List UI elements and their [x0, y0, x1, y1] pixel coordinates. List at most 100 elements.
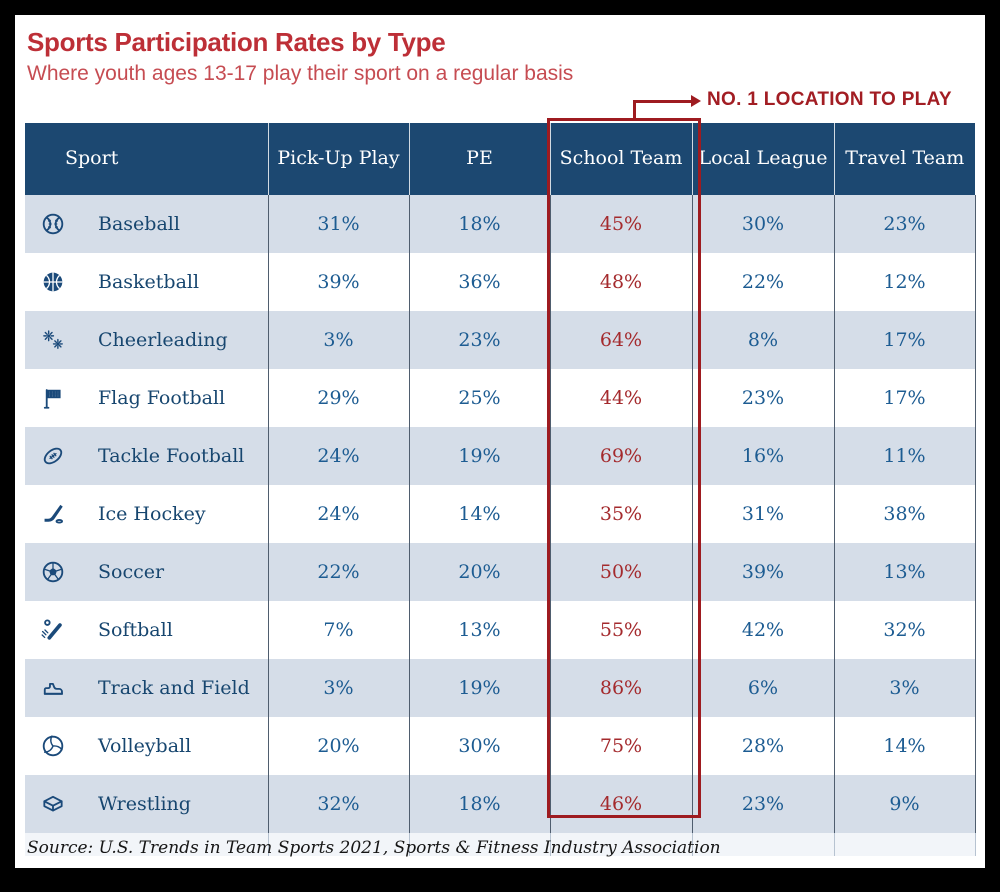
- value-cell: 13%: [833, 543, 976, 601]
- value-cell: 35%: [549, 485, 692, 543]
- value-cell: 32%: [267, 775, 409, 833]
- value-cell: 3%: [267, 659, 409, 717]
- column-header-pickup-play: Pick-Up Play: [267, 123, 409, 195]
- table-row: Softball 7% 13% 55% 42% 32%: [25, 601, 976, 659]
- hockey-stick-icon: [40, 501, 70, 527]
- table-row: Cheerleading 3% 23% 64% 8% 17%: [25, 311, 976, 369]
- value-cell: 8%: [691, 311, 834, 369]
- sport-cell: Track and Field: [25, 659, 268, 717]
- participation-table: NO. 1 LOCATION TO PLAY Sport Pick-Up Pla…: [25, 89, 976, 856]
- sport-name: Soccer: [98, 561, 165, 583]
- value-cell: 23%: [691, 775, 834, 833]
- sport-name: Flag Football: [98, 387, 226, 409]
- value-cell: 31%: [267, 195, 409, 253]
- infographic-card: Sports Participation Rates by Type Where…: [15, 15, 985, 868]
- value-cell: 31%: [691, 485, 834, 543]
- basketball-icon: [40, 269, 70, 295]
- softball-bat-icon: [40, 617, 70, 643]
- sport-name: Volleyball: [98, 735, 192, 757]
- sport-cell: Soccer: [25, 543, 268, 601]
- value-cell: 13%: [408, 601, 550, 659]
- value-cell: 46%: [549, 775, 692, 833]
- source-note: Source: U.S. Trends in Team Sports 2021,…: [27, 838, 721, 858]
- value-cell: 6%: [691, 659, 834, 717]
- value-cell: 19%: [408, 659, 550, 717]
- column-header-local-league: Local League: [691, 123, 834, 195]
- value-cell: 39%: [267, 253, 409, 311]
- column-header-sport: Sport: [25, 123, 268, 195]
- sport-cell: Volleyball: [25, 717, 268, 775]
- value-cell: 19%: [408, 427, 550, 485]
- value-cell: 17%: [833, 369, 976, 427]
- sport-cell: Wrestling: [25, 775, 268, 833]
- value-cell: 9%: [833, 775, 976, 833]
- page-subtitle: Where youth ages 13-17 play their sport …: [27, 62, 574, 85]
- sport-name: Basketball: [98, 271, 200, 293]
- value-cell: 42%: [691, 601, 834, 659]
- flag-icon: [40, 385, 70, 411]
- value-cell: 14%: [408, 485, 550, 543]
- track-shoe-icon: [40, 675, 70, 701]
- value-cell: 20%: [408, 543, 550, 601]
- value-cell: 64%: [549, 311, 692, 369]
- sport-name: Ice Hockey: [98, 503, 206, 525]
- value-cell: 14%: [833, 717, 976, 775]
- page-title: Sports Participation Rates by Type: [27, 27, 446, 57]
- value-cell: 18%: [408, 195, 550, 253]
- value-cell: 25%: [408, 369, 550, 427]
- value-cell: 86%: [549, 659, 692, 717]
- callout-connector-line: [633, 100, 694, 121]
- soccer-ball-icon: [40, 559, 70, 585]
- sport-cell: Basketball: [25, 253, 268, 311]
- value-cell: 12%: [833, 253, 976, 311]
- value-cell: 24%: [267, 427, 409, 485]
- volleyball-icon: [40, 733, 70, 759]
- callout-label: NO. 1 LOCATION TO PLAY: [707, 89, 952, 110]
- column-header-school-team: School Team: [549, 123, 692, 195]
- value-cell: 23%: [833, 195, 976, 253]
- sport-cell: Cheerleading: [25, 311, 268, 369]
- sport-cell: Flag Football: [25, 369, 268, 427]
- value-cell: 75%: [549, 717, 692, 775]
- sport-name: Baseball: [98, 213, 180, 235]
- table-row: Flag Football 29% 25% 44% 23% 17%: [25, 369, 976, 427]
- value-cell: 48%: [549, 253, 692, 311]
- value-cell: 18%: [408, 775, 550, 833]
- value-cell: 20%: [267, 717, 409, 775]
- value-cell: 30%: [408, 717, 550, 775]
- value-cell: 28%: [691, 717, 834, 775]
- value-cell: 23%: [408, 311, 550, 369]
- sport-name: Softball: [98, 619, 173, 641]
- sport-name: Track and Field: [98, 677, 250, 699]
- value-cell: 22%: [691, 253, 834, 311]
- table-row: Volleyball 20% 30% 75% 28% 14%: [25, 717, 976, 775]
- value-cell: 29%: [267, 369, 409, 427]
- value-cell: 22%: [267, 543, 409, 601]
- callout-arrow-icon: [691, 95, 701, 107]
- sport-cell: Softball: [25, 601, 268, 659]
- value-cell: 23%: [691, 369, 834, 427]
- value-cell: 3%: [833, 659, 976, 717]
- value-cell: 69%: [549, 427, 692, 485]
- football-icon: [40, 443, 70, 469]
- value-cell: 36%: [408, 253, 550, 311]
- value-cell: 32%: [833, 601, 976, 659]
- table-row: Track and Field 3% 19% 86% 6% 3%: [25, 659, 976, 717]
- value-cell: 55%: [549, 601, 692, 659]
- wrestling-ring-icon: [40, 791, 70, 817]
- column-header-pe: PE: [408, 123, 550, 195]
- value-cell: 3%: [267, 311, 409, 369]
- header-row: Sport Pick-Up Play PE School Team Local …: [25, 123, 975, 195]
- table-row: Basketball 39% 36% 48% 22% 12%: [25, 253, 976, 311]
- value-cell: 30%: [691, 195, 834, 253]
- sport-cell: Tackle Football: [25, 427, 268, 485]
- value-cell: 17%: [833, 311, 976, 369]
- table-body: Baseball 31% 18% 45% 30% 23% Basketball 39% 36%…: [25, 195, 976, 856]
- value-cell: 7%: [267, 601, 409, 659]
- sport-name: Tackle Football: [98, 445, 245, 467]
- column-header-travel-team: Travel Team: [833, 123, 975, 195]
- value-cell: 11%: [833, 427, 976, 485]
- value-cell: 45%: [549, 195, 692, 253]
- value-cell: 44%: [549, 369, 692, 427]
- value-cell: 50%: [549, 543, 692, 601]
